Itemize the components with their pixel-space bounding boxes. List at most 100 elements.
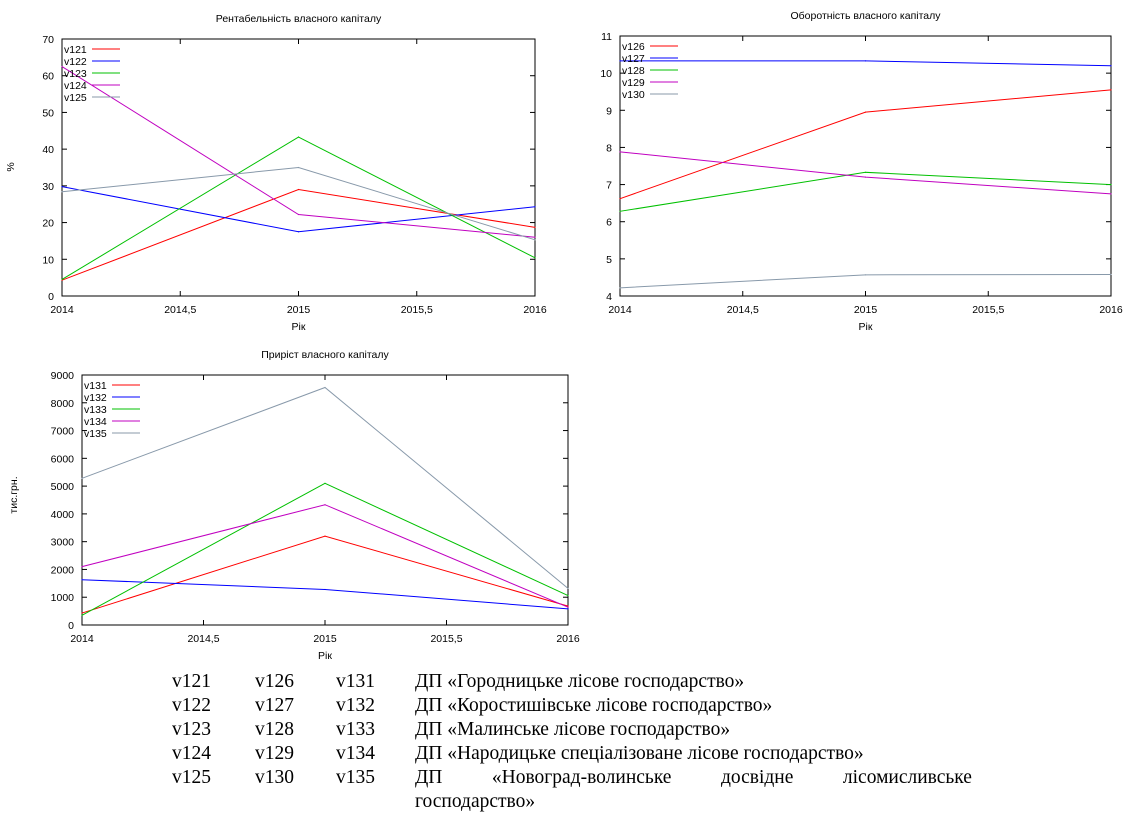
y-tick-label: 1000 xyxy=(51,592,75,604)
series-line-v134 xyxy=(81,504,569,608)
series-code: v128 xyxy=(255,719,294,740)
series-code: v134 xyxy=(336,743,375,764)
organization-name: ДП «Городницьке лісове господарство» xyxy=(415,671,745,692)
y-tick-label: 11 xyxy=(601,31,612,43)
data-point-v127 xyxy=(619,60,621,62)
chart-equity-turnover: Оборотність власного капіталу 4 5 6 7 8 9 10 11 2… xyxy=(600,10,1123,333)
y-tick-label: 20 xyxy=(42,218,54,230)
plot-frame xyxy=(81,374,569,626)
data-point-v133 xyxy=(81,614,83,616)
legend-label-v123: v123 xyxy=(64,68,87,80)
series-code: v126 xyxy=(255,671,294,692)
y-tick-label: 2000 xyxy=(51,564,75,576)
x-tick-label: 2015,5 xyxy=(401,304,433,316)
x-tick-label: 2016 xyxy=(1099,304,1123,316)
y-tick-label: 0 xyxy=(48,291,54,303)
series-code: v135 xyxy=(336,767,375,788)
x-axis-label: Рік xyxy=(859,321,873,333)
data-point-v132 xyxy=(324,588,326,591)
data-point-v133 xyxy=(324,482,326,484)
organization-name-continuation: господарство» xyxy=(415,791,536,812)
y-tick-label: 10 xyxy=(600,68,612,80)
series-line-v130 xyxy=(619,273,1112,289)
y-axis-label: % xyxy=(5,162,17,171)
organization-name-word: лісомисливське xyxy=(842,767,972,788)
data-point-v123 xyxy=(297,136,300,138)
chart-title: Приріст власного капіталу xyxy=(261,349,389,361)
series-code: v124 xyxy=(172,743,211,764)
y-tick-label: 6000 xyxy=(51,453,75,465)
x-tick-label: 2014 xyxy=(608,304,632,316)
chart-title: Оборотність власного капіталу xyxy=(791,10,942,22)
organization-name: ДП «Народицьке спеціалізоване лісове гос… xyxy=(415,743,864,764)
y-tick-label: 30 xyxy=(42,181,54,193)
x-tick-label: 2015,5 xyxy=(430,633,462,645)
y-tick-label: 8000 xyxy=(51,398,75,410)
x-tick-label: 2014 xyxy=(50,304,74,316)
chart-equity-growth: Приріст власного капіталу 0 1000 2000 3000 40… xyxy=(8,349,580,662)
x-tick-label: 2014,5 xyxy=(187,633,219,645)
legend-row: v121 v126 v131 ДП «Городницьке лісове го… xyxy=(172,670,972,694)
data-point-v134 xyxy=(324,504,326,506)
data-point-v128 xyxy=(864,171,867,173)
series-code: v121 xyxy=(172,671,211,692)
data-point-v122 xyxy=(297,231,300,233)
series-code: v123 xyxy=(172,719,211,740)
data-point-v134 xyxy=(81,566,83,568)
legend-label-v135: v135 xyxy=(84,428,107,440)
series-code: v131 xyxy=(336,671,375,692)
y-tick-label: 5000 xyxy=(51,481,75,493)
x-tick-label: 2015 xyxy=(287,304,311,316)
series-line-v124 xyxy=(61,66,536,238)
organization-name: ДП «Малинське лісове господарство» xyxy=(415,719,731,740)
series-code: v125 xyxy=(172,767,211,788)
y-tick-label: 60 xyxy=(42,71,54,83)
series-line-v125 xyxy=(61,166,536,241)
x-axis-label: Рік xyxy=(292,321,306,333)
data-point-v127 xyxy=(1110,65,1112,67)
data-point-v134 xyxy=(567,606,569,608)
y-tick-label: 6 xyxy=(606,217,612,229)
data-point-v121 xyxy=(297,188,300,191)
series-line-v132 xyxy=(81,579,569,610)
organization-name-word: ДП xyxy=(415,767,443,788)
data-point-v130 xyxy=(1110,273,1112,276)
data-point-v125 xyxy=(61,191,63,193)
data-point-v129 xyxy=(864,176,867,178)
data-point-v122 xyxy=(534,206,536,208)
chart-roe: Рентабельність власного капіталу 0 10 20 30 4… xyxy=(5,13,547,333)
legend-label-v124: v124 xyxy=(64,80,87,92)
data-point-v125 xyxy=(534,239,536,241)
legend-row: v124 v129 v134 ДП «Народицьке спеціалізо… xyxy=(172,742,972,766)
x-tick-label: 2016 xyxy=(556,633,580,645)
x-tick-label: 2014,5 xyxy=(727,304,759,316)
data-point-v129 xyxy=(619,151,621,153)
data-point-v125 xyxy=(297,166,300,169)
data-point-v124 xyxy=(297,213,300,216)
y-tick-label: 4 xyxy=(606,291,612,303)
data-point-v122 xyxy=(61,185,63,188)
data-point-v124 xyxy=(534,236,536,238)
y-tick-label: 8 xyxy=(606,142,612,154)
series-line-v123 xyxy=(61,136,536,280)
legend-row: v122 v127 v132 ДП «Коростишівське лісове… xyxy=(172,694,972,718)
legend-label-v133: v133 xyxy=(84,404,107,416)
data-point-v123 xyxy=(61,278,63,281)
y-tick-label: 4000 xyxy=(51,509,75,521)
series-line-v133 xyxy=(81,482,569,616)
y-axis-label: тис.грн. xyxy=(8,476,20,513)
organization-name: ДП «Коростишівське лісове господарство» xyxy=(415,695,773,716)
chart-title: Рентабельність власного капіталу xyxy=(216,13,382,25)
y-tick-label: 7000 xyxy=(51,426,75,438)
data-point-v127 xyxy=(864,60,867,62)
data-point-v135 xyxy=(324,386,326,389)
x-tick-label: 2015 xyxy=(313,633,337,645)
y-tick-label: 3000 xyxy=(51,537,75,549)
series-line-v126 xyxy=(619,89,1112,200)
y-tick-label: 40 xyxy=(42,144,54,156)
y-tick-label: 7 xyxy=(606,180,612,192)
data-point-v126 xyxy=(1110,89,1112,91)
y-tick-label: 50 xyxy=(42,107,54,119)
data-point-v126 xyxy=(619,198,621,200)
data-point-v133 xyxy=(567,594,569,597)
